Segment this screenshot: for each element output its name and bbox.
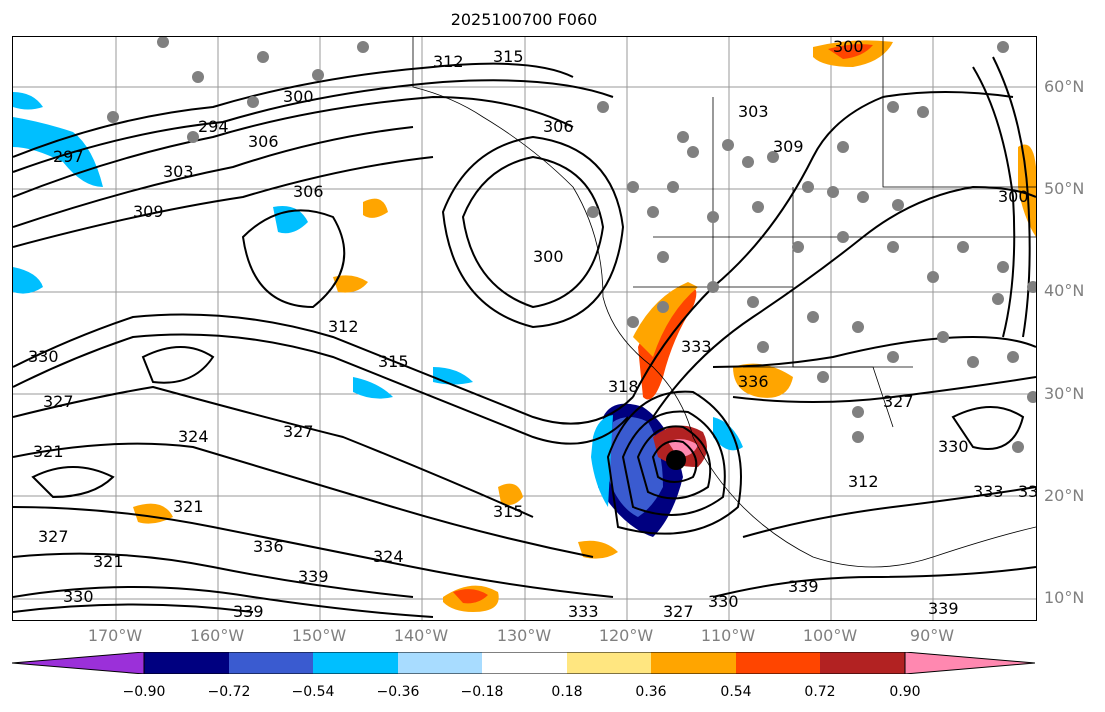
lat-label-20n: 20°N [1044,486,1085,505]
graticule [13,37,1036,620]
colorbar-extend-low [12,652,145,674]
contour-label: 324 [373,547,404,566]
lon-label-170w: 170°W [87,626,143,645]
colorbar-segment [144,652,229,674]
colorbar-tick: 0.36 [635,684,667,700]
lat-label-30n: 30°N [1044,384,1085,403]
lat-label-50n: 50°N [1044,179,1085,198]
colorbar-segment [313,652,398,674]
contour-label: 303 [738,102,769,121]
contour-label: 300 [998,187,1029,206]
colorbar-segment [820,652,905,674]
contour-label: 327 [38,527,69,546]
colorbar-extend-high [904,652,1035,674]
contour-label: 306 [248,132,279,151]
colorbar-segment [482,652,567,674]
contour-label: 312 [848,472,879,491]
contour-label-group: 297 303 306 309 312 315 300 306 303 309 … [28,37,1036,620]
lon-label-110w: 110°W [700,626,756,645]
weather-map: 297 303 306 309 312 315 300 306 303 309 … [13,37,1036,620]
contour-label: 339 [298,567,329,586]
contour-label: 327 [663,602,694,620]
colorbar-tick: −0.54 [291,684,335,700]
contour-label: 294 [198,117,229,136]
colorbar-tick: 0.54 [720,684,752,700]
colorbar-segment [736,652,820,674]
contour-label: 330 [938,437,969,456]
colorbar-tick: 0.18 [551,684,583,700]
contour-label: 327 [283,422,314,441]
storm-center-marker [666,450,686,470]
contour-label: 330 [28,347,59,366]
contour-label: 300 [833,37,864,56]
contour-label: 297 [53,147,84,166]
contour-label: 315 [493,502,524,521]
contour-label: 321 [93,552,124,571]
contour-label: 300 [283,87,314,106]
contour-label: 339 [788,577,819,596]
contour-label: 330 [708,592,739,611]
coastlines [412,37,1036,568]
lat-label-10n: 10°N [1044,588,1085,607]
contour-label: 309 [773,137,804,156]
contour-label: 327 [883,392,914,411]
contour-label: 327 [43,392,74,411]
lat-label-60n: 60°N [1044,77,1085,96]
contour-label: 321 [173,497,204,516]
map-panel: 297 303 306 309 312 315 300 306 303 309 … [12,36,1037,621]
contour-label: 321 [33,442,64,461]
colorbar-tick: 0.72 [804,684,836,700]
shaded-field [13,40,1036,612]
lon-label-130w: 130°W [496,626,552,645]
map-title: 2025100700 F060 [450,10,598,29]
colorbar-segment [398,652,482,674]
contour-label: 336 [1018,482,1036,501]
contour-label: 303 [163,162,194,181]
colorbar-segment [567,652,651,674]
contour-label: 312 [328,317,359,336]
contour-label: 336 [738,372,769,391]
colorbar-tick: −0.90 [122,684,166,700]
lat-label-40n: 40°N [1044,281,1085,300]
lon-label-90w: 90°W [909,626,955,645]
contour-label: 333 [568,602,599,620]
contour-label: 306 [293,182,324,201]
colorbar-tick: −0.36 [376,684,420,700]
contour-label: 333 [681,337,712,356]
colorbar-segment [651,652,736,674]
lon-label-100w: 100°W [802,626,858,645]
lon-label-160w: 160°W [189,626,245,645]
contour-label: 339 [233,602,264,620]
lon-label-120w: 120°W [598,626,654,645]
contour-label: 339 [928,599,959,618]
contour-label: 315 [378,352,409,371]
colorbar-tick: −0.72 [207,684,251,700]
lon-label-150w: 150°W [291,626,347,645]
station-dots [107,37,1036,453]
colorbar-segment [229,652,313,674]
lon-label-140w: 140°W [393,626,449,645]
contour-label: 330 [63,587,94,606]
colorbar [12,652,1035,674]
contour-label: 333 [973,482,1004,501]
contour-label: 312 [433,52,464,71]
contour-label: 324 [178,427,209,446]
contour-label: 315 [493,47,524,66]
contour-lines [13,56,1036,618]
contour-label: 300 [533,247,564,266]
colorbar-tick: 0.90 [889,684,921,700]
contour-label: 336 [253,537,284,556]
colorbar-tick: −0.18 [460,684,504,700]
contour-label: 309 [133,202,164,221]
contour-label: 306 [543,117,574,136]
contour-label: 318 [608,377,639,396]
